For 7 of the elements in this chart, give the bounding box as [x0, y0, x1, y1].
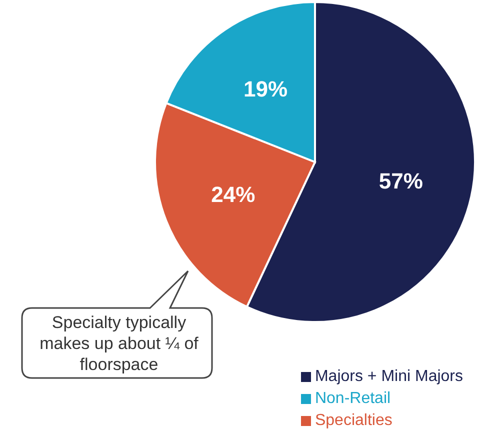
data-label: 24%: [211, 182, 256, 207]
legend-label: Non-Retail: [314, 390, 391, 407]
legend-label: Majors + Mini Majors: [314, 368, 463, 385]
text: Specialty typically makes up about ¼ of floorspace: [38, 312, 200, 375]
data-label: 57%: [378, 168, 423, 194]
legend-label: Specialties: [314, 412, 392, 429]
data-label: 19%: [244, 76, 288, 102]
